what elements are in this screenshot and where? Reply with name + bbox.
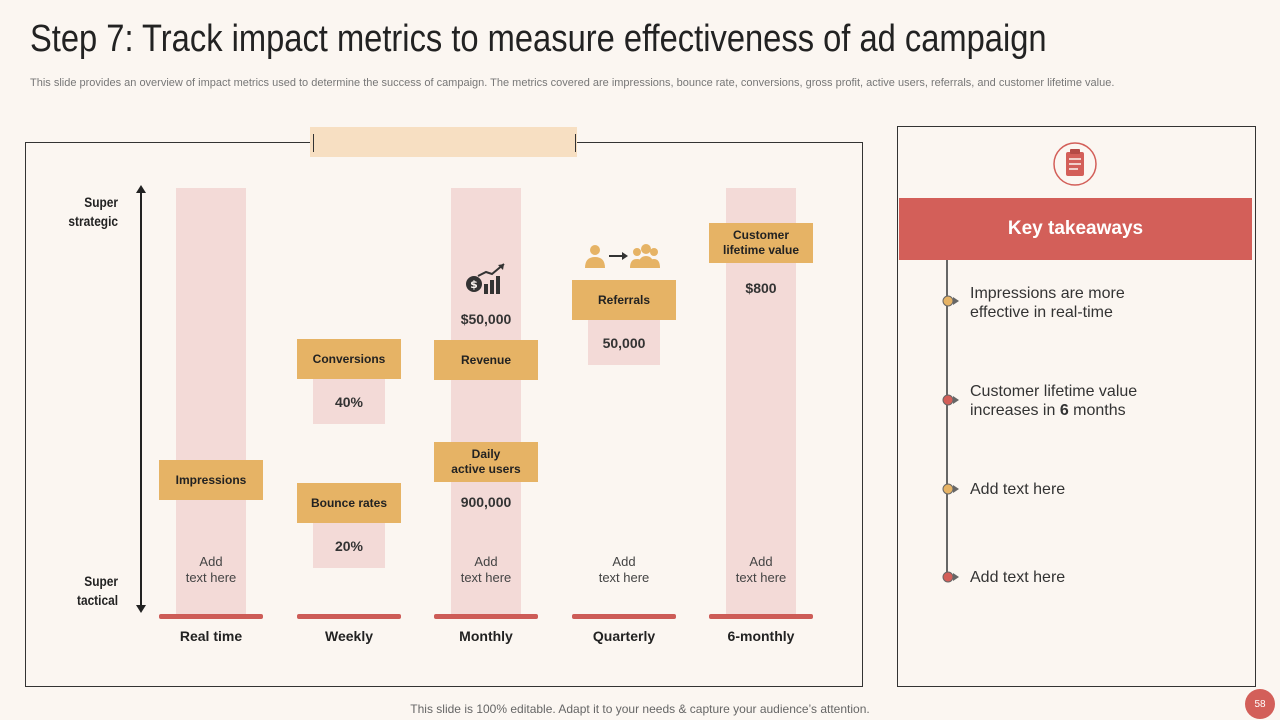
takeaway-item-2-text-end: months — [1068, 402, 1126, 419]
takeaway-item-2-line1: Customer lifetime value — [970, 383, 1138, 400]
takeaway-item-2: Customer lifetime value increases in 6 m… — [970, 382, 1240, 420]
svg-text:$: $ — [470, 278, 478, 291]
add-text-line2: text here — [735, 570, 787, 585]
base-bar-real-time — [159, 614, 263, 619]
axis-label-tactical-line1: Super — [84, 573, 118, 589]
metric-daily-active-users-value: 900,000 — [460, 494, 512, 510]
takeaway-item-3: Add text here — [970, 481, 1066, 498]
tab-tick-right — [575, 134, 576, 152]
metric-bounce-rates-value: 20% — [313, 523, 385, 568]
metric-daily-active-users: Daily active users — [434, 442, 538, 482]
metric-clv-line2: lifetime value — [722, 243, 800, 257]
axis-arrow-up — [136, 185, 146, 193]
period-label-6-monthly: 6-monthly — [727, 628, 795, 644]
takeaway-item-1: Impressions are more effective in real-t… — [970, 284, 1240, 322]
period-label-monthly: Monthly — [459, 628, 513, 644]
tab-tick-left — [313, 134, 314, 152]
axis-label-tactical-line2: tactical — [76, 592, 118, 608]
base-bar-weekly — [297, 614, 401, 619]
metric-referrals: Referrals — [572, 280, 676, 320]
takeaway-timeline-line — [946, 260, 948, 580]
referral-users-icon — [585, 244, 660, 268]
axis-label-strategic-line2: strategic — [68, 213, 118, 229]
period-label-quarterly: Quarterly — [592, 628, 656, 644]
metric-clv-line1: Customer — [732, 228, 789, 242]
metric-impressions: Impressions — [159, 460, 263, 500]
metric-customer-lifetime-value: Customer lifetime value — [709, 223, 813, 263]
column-monthly — [451, 188, 521, 614]
metric-daily-active-users-line1: Daily — [471, 447, 501, 461]
clipboard-icon — [1053, 142, 1097, 186]
period-label-real-time: Real time — [179, 628, 243, 644]
takeaway-marker-2-icon — [942, 394, 959, 406]
metric-revenue: Revenue — [434, 340, 538, 380]
takeaway-item-2-line2: increases in 6 months — [970, 401, 1240, 420]
add-text-line1: Add — [612, 554, 636, 569]
page-number-badge: 58 — [1245, 689, 1275, 719]
add-text-real-time: Add text here — [159, 554, 263, 586]
add-text-line2: text here — [598, 570, 650, 585]
slide-subtitle: This slide provides an overview of impac… — [30, 77, 1115, 89]
axis-label-strategic-line1: Super — [84, 194, 118, 210]
metric-referrals-value: 50,000 — [588, 320, 660, 365]
axis-arrow-down — [136, 605, 146, 613]
metric-daily-active-users-line2: active users — [451, 462, 521, 476]
panel-tab — [310, 127, 577, 157]
metric-revenue-value: $50,000 — [460, 311, 512, 327]
metric-customer-lifetime-value-value: $800 — [745, 280, 777, 296]
add-text-line1: Add — [749, 554, 773, 569]
footer-note: This slide is 100% editable. Adapt it to… — [410, 702, 870, 716]
metric-conversions-value: 40% — [313, 379, 385, 424]
add-text-monthly: Add text here — [434, 554, 538, 586]
takeaway-item-2-bold: 6 — [1059, 402, 1069, 419]
takeaway-marker-1-icon — [942, 295, 959, 307]
key-takeaways-title: Key takeaways — [899, 198, 1252, 260]
revenue-growth-icon: $ — [466, 263, 505, 294]
takeaway-item-2-text: increases in — [970, 402, 1060, 419]
add-text-line1: Add — [199, 554, 223, 569]
period-label-weekly: Weekly — [325, 628, 373, 644]
add-text-6-monthly: Add text here — [709, 554, 813, 586]
base-bar-monthly — [434, 614, 538, 619]
base-bar-6-monthly — [709, 614, 813, 619]
base-bar-quarterly — [572, 614, 676, 619]
takeaway-marker-4-icon — [942, 571, 959, 583]
add-text-line2: text here — [185, 570, 237, 585]
add-text-line2: text here — [460, 570, 512, 585]
metric-bounce-rates: Bounce rates — [297, 483, 401, 523]
takeaway-item-1-line1: Impressions are more — [970, 285, 1125, 302]
metric-conversions: Conversions — [297, 339, 401, 379]
add-text-line1: Add — [474, 554, 498, 569]
takeaway-item-1-line2: effective in real-time — [970, 304, 1113, 321]
add-text-quarterly: Add text here — [572, 554, 676, 586]
slide-title: Step 7: Track impact metrics to measure … — [30, 18, 1047, 60]
axis-label-strategic: Super strategic — [52, 193, 118, 231]
takeaway-item-4: Add text here — [970, 569, 1066, 586]
takeaway-marker-3-icon — [942, 483, 959, 495]
strategic-axis-line — [140, 190, 142, 610]
axis-label-tactical: Super tactical — [52, 572, 118, 610]
column-real-time — [176, 188, 246, 614]
